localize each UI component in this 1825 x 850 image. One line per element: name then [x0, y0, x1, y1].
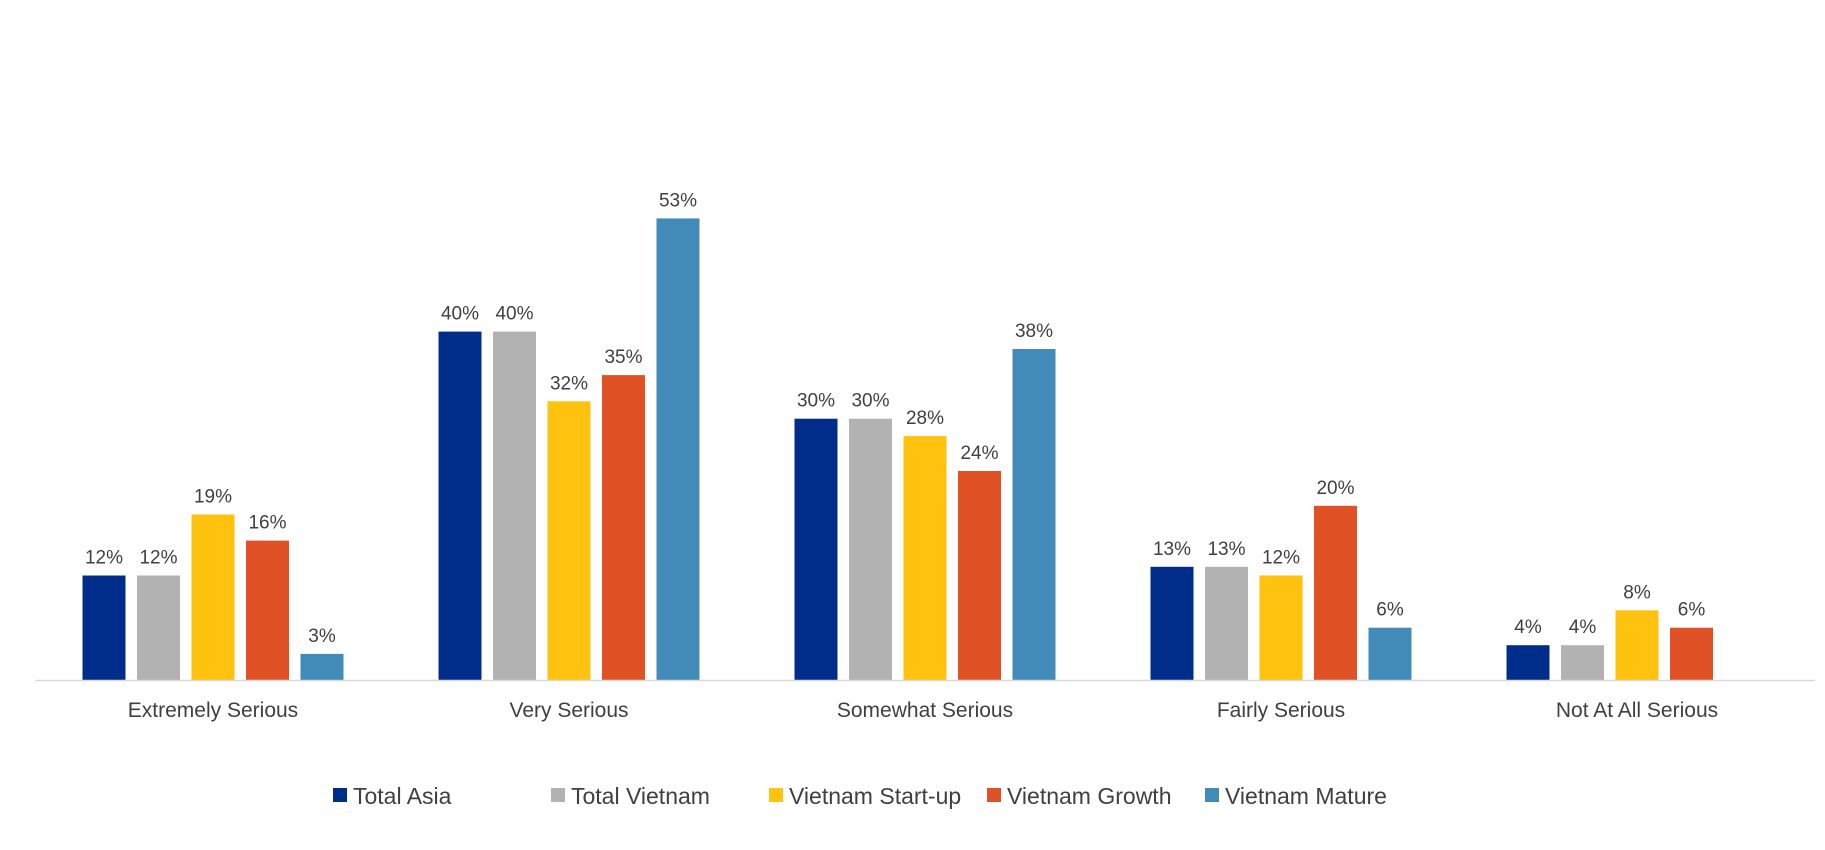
- data-label-somewhat-serious-vietnam-mature: 38%: [1015, 321, 1053, 342]
- category-labels-layer: Extremely Serious Very Serious Somewhat Se…: [128, 699, 1718, 722]
- data-label-somewhat-serious-vietnam-start-up: 28%: [906, 408, 944, 429]
- data-label-fairly-serious-vietnam-start-up: 12%: [1262, 548, 1300, 569]
- legend-swatch-vietnam-mature: [1205, 788, 1219, 802]
- bar-very-serious-vietnam-mature: [656, 218, 700, 680]
- category-label-somewhat-serious: Somewhat Serious: [837, 699, 1013, 722]
- bar-extremely-serious-total-asia: [82, 575, 126, 680]
- legend-item-total-asia: Total Asia: [333, 783, 452, 809]
- data-label-somewhat-serious-total-vietnam: 30%: [851, 391, 889, 412]
- bar-extremely-serious-vietnam-mature: [300, 653, 344, 680]
- data-label-not-at-all-serious-total-asia: 4%: [1514, 617, 1542, 638]
- bar-fairly-serious-vietnam-start-up: [1259, 575, 1303, 680]
- data-label-fairly-serious-total-vietnam: 13%: [1207, 539, 1245, 560]
- data-label-very-serious-total-vietnam: 40%: [495, 304, 533, 325]
- data-label-fairly-serious-vietnam-mature: 6%: [1376, 600, 1404, 621]
- data-label-not-at-all-serious-vietnam-start-up: 8%: [1623, 582, 1651, 603]
- bar-not-at-all-serious-vietnam-start-up: [1615, 610, 1659, 680]
- data-labels-layer: 12% 12% 19% 16% 3% 40% 40% 32% 35% 53% 30% 30% 28% 24…: [85, 190, 1705, 647]
- data-label-not-at-all-serious-total-vietnam: 4%: [1569, 617, 1597, 638]
- legend-item-vietnam-growth: Vietnam Growth: [987, 783, 1171, 809]
- data-label-not-at-all-serious-vietnam-growth: 6%: [1678, 600, 1706, 621]
- data-label-fairly-serious-vietnam-growth: 20%: [1316, 478, 1354, 499]
- data-label-extremely-serious-total-asia: 12%: [85, 548, 123, 569]
- bar-not-at-all-serious-vietnam-growth: [1670, 627, 1713, 680]
- category-label-fairly-serious: Fairly Serious: [1217, 699, 1345, 722]
- legend-item-total-vietnam: Total Vietnam: [551, 783, 710, 809]
- bar-very-serious-vietnam-growth: [602, 375, 645, 680]
- legend-label-total-vietnam: Total Vietnam: [571, 783, 710, 809]
- legend-item-vietnam-mature: Vietnam Mature: [1205, 783, 1387, 809]
- bar-very-serious-total-vietnam: [493, 331, 536, 680]
- bars-layer: [82, 218, 1713, 680]
- bar-somewhat-serious-vietnam-mature: [1012, 349, 1056, 680]
- bar-not-at-all-serious-total-vietnam: [1561, 645, 1604, 680]
- legend: Total Asia Total Vietnam Vietnam Start-up V…: [333, 783, 1387, 809]
- data-label-extremely-serious-vietnam-mature: 3%: [308, 626, 336, 647]
- data-label-very-serious-vietnam-growth: 35%: [604, 347, 642, 368]
- legend-swatch-vietnam-start-up: [769, 788, 783, 802]
- bar-extremely-serious-vietnam-growth: [246, 540, 289, 680]
- legend-swatch-total-vietnam: [551, 788, 565, 802]
- data-label-very-serious-vietnam-mature: 53%: [659, 190, 697, 211]
- data-label-very-serious-total-asia: 40%: [441, 304, 479, 325]
- data-label-fairly-serious-total-asia: 13%: [1153, 539, 1191, 560]
- bar-somewhat-serious-vietnam-growth: [958, 471, 1001, 680]
- bar-fairly-serious-vietnam-growth: [1314, 505, 1357, 680]
- data-label-extremely-serious-vietnam-start-up: 19%: [194, 487, 232, 508]
- bar-fairly-serious-total-asia: [1150, 566, 1194, 680]
- bar-somewhat-serious-vietnam-start-up: [903, 436, 947, 680]
- legend-label-vietnam-mature: Vietnam Mature: [1225, 783, 1387, 809]
- data-label-somewhat-serious-vietnam-growth: 24%: [960, 443, 998, 464]
- data-label-extremely-serious-vietnam-growth: 16%: [248, 513, 286, 534]
- bar-somewhat-serious-total-vietnam: [849, 418, 892, 680]
- bar-very-serious-total-asia: [438, 331, 482, 680]
- category-label-not-at-all-serious: Not At All Serious: [1556, 699, 1718, 722]
- legend-item-vietnam-start-up: Vietnam Start-up: [769, 783, 961, 809]
- bar-very-serious-vietnam-start-up: [547, 401, 591, 680]
- data-label-extremely-serious-total-vietnam: 12%: [139, 548, 177, 569]
- legend-swatch-total-asia: [333, 788, 347, 802]
- legend-label-vietnam-start-up: Vietnam Start-up: [789, 783, 961, 809]
- legend-swatch-vietnam-growth: [987, 788, 1001, 802]
- data-label-somewhat-serious-total-asia: 30%: [797, 391, 835, 412]
- legend-label-vietnam-growth: Vietnam Growth: [1007, 783, 1171, 809]
- bar-fairly-serious-vietnam-mature: [1368, 627, 1412, 680]
- category-label-very-serious: Very Serious: [509, 699, 628, 722]
- bar-extremely-serious-vietnam-start-up: [191, 514, 235, 680]
- bar-somewhat-serious-total-asia: [794, 418, 838, 680]
- data-label-very-serious-vietnam-start-up: 32%: [550, 373, 588, 394]
- category-label-extremely-serious: Extremely Serious: [128, 699, 298, 722]
- bar-not-at-all-serious-total-asia: [1506, 645, 1550, 680]
- bar-extremely-serious-total-vietnam: [137, 575, 180, 680]
- bar-fairly-serious-total-vietnam: [1205, 566, 1248, 680]
- legend-label-total-asia: Total Asia: [353, 783, 452, 809]
